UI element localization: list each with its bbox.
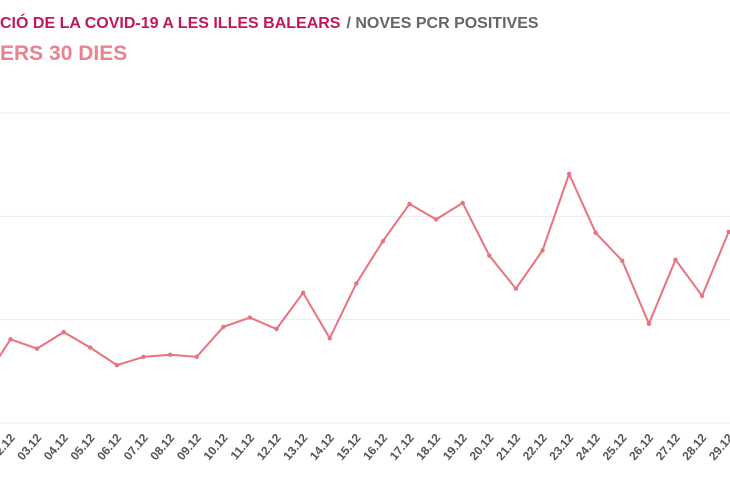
point xyxy=(114,362,120,368)
x-tick-label: 12.12 xyxy=(254,431,284,463)
x-tick-label: 09.12 xyxy=(174,431,204,463)
point xyxy=(167,352,173,357)
x-tick-label: 23.12 xyxy=(546,431,576,463)
point xyxy=(221,324,226,330)
x-tick-label: 19.12 xyxy=(440,431,470,463)
point xyxy=(274,326,279,332)
point xyxy=(34,346,40,351)
x-tick-label: 11.12 xyxy=(228,431,258,463)
x-tick-label: 15.12 xyxy=(334,431,364,463)
point xyxy=(513,286,519,291)
point xyxy=(566,171,572,177)
title-suffix: / NOVES PCR POSITIVES xyxy=(346,15,538,32)
point xyxy=(247,315,253,320)
x-tick-label: 22.12 xyxy=(520,431,550,463)
point xyxy=(8,337,13,342)
x-tick-label: 07.12 xyxy=(121,431,151,463)
point xyxy=(354,281,359,286)
x-tick-label: 04.12 xyxy=(41,431,71,463)
x-tick-label: 25.12 xyxy=(600,431,630,463)
x-tick-label: 14.12 xyxy=(307,431,337,463)
x-tick-label: 18.12 xyxy=(413,431,443,463)
point xyxy=(88,345,93,350)
chart-title: CIÓ DE LA COVID-19 A LES ILLES BALEARS / … xyxy=(0,13,539,32)
x-tick-label: 27.12 xyxy=(653,431,683,463)
point xyxy=(327,336,332,341)
point xyxy=(194,354,199,360)
x-tick-label: 16.12 xyxy=(360,431,390,463)
x-tick-label: 08.12 xyxy=(147,431,177,463)
x-tick-label: 20.12 xyxy=(467,431,497,463)
x-tick-label: 29.12 xyxy=(706,431,730,463)
point xyxy=(407,201,412,207)
point xyxy=(540,248,545,253)
point xyxy=(300,290,306,295)
x-tick-label: 10.12 xyxy=(201,431,231,463)
x-tick-label: 02.12 xyxy=(0,431,18,463)
x-tick-label: 06.12 xyxy=(94,431,124,463)
point xyxy=(433,217,439,222)
series-line xyxy=(0,171,730,367)
point xyxy=(61,329,66,335)
x-tick-label: 21.12 xyxy=(493,431,523,463)
x-tick-label: 17.12 xyxy=(387,431,417,463)
point xyxy=(380,238,386,244)
point xyxy=(699,293,705,299)
x-tick-label: 05.12 xyxy=(68,431,98,463)
x-tick-label: 03.12 xyxy=(14,431,44,463)
point xyxy=(487,253,492,258)
point xyxy=(593,230,598,236)
point xyxy=(141,354,146,360)
chart-subtitle: ERS 30 DIES xyxy=(0,42,127,65)
x-tick-label: 26.12 xyxy=(626,431,656,463)
point xyxy=(726,229,730,235)
point xyxy=(460,200,465,206)
point xyxy=(646,321,652,326)
title-main: CIÓ DE LA COVID-19 A LES ILLES BALEARS xyxy=(0,13,341,32)
point xyxy=(673,257,678,262)
x-tick-label: 24.12 xyxy=(573,431,603,463)
x-tick-label: 28.12 xyxy=(679,431,709,463)
x-tick-label: 13.12 xyxy=(280,431,310,463)
point xyxy=(620,258,625,263)
